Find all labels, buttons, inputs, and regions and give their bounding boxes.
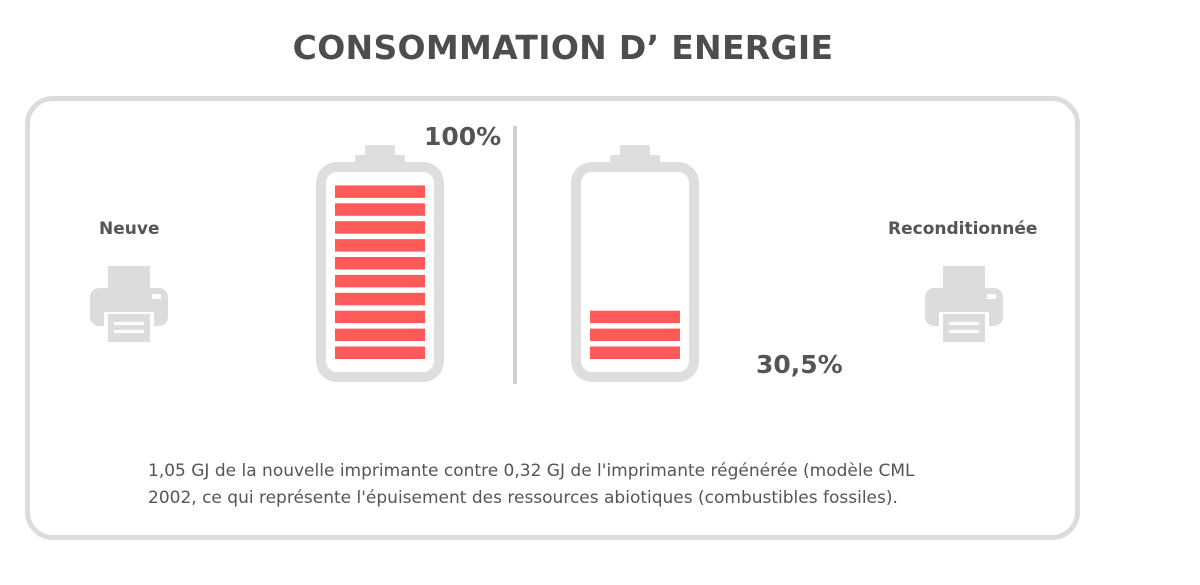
battery-refurbished-segment	[590, 310, 680, 324]
footnote: 1,05 GJ de la nouvelle imprimante contre…	[148, 458, 1028, 512]
comparison-card	[25, 96, 1080, 540]
battery-refurbished-segments	[590, 310, 680, 359]
battery-new-segment	[335, 221, 425, 234]
label-new: Neuve	[99, 219, 160, 239]
battery-new-segment	[335, 257, 425, 270]
battery-new	[316, 145, 444, 382]
footnote-line-1: 1,05 GJ de la nouvelle imprimante contre…	[148, 461, 915, 481]
battery-new-segment	[335, 310, 425, 324]
battery-new-segment	[335, 328, 425, 342]
battery-new-segment	[335, 274, 425, 288]
battery-new-segment	[335, 203, 425, 216]
battery-refurbished-segment	[590, 328, 680, 342]
battery-new-segment	[335, 292, 425, 306]
battery-new-segment	[335, 185, 425, 198]
footnote-line-2: 2002, ce qui représente l'épuisement des…	[148, 488, 898, 508]
label-refurbished: Reconditionnée	[888, 219, 1038, 239]
battery-refurbished-segment	[590, 346, 680, 359]
page-title: CONSOMMATION D’ ENERGIE	[292, 28, 834, 67]
battery-new-segment	[335, 239, 425, 252]
battery-new-segments	[335, 185, 425, 359]
battery-new-segment	[335, 346, 425, 359]
value-label-new: 100%	[424, 122, 502, 151]
divider	[513, 126, 517, 384]
printer-icon	[90, 266, 168, 342]
value-label-refurbished: 30,5%	[756, 350, 843, 379]
printer-icon	[925, 266, 1003, 342]
battery-refurbished	[571, 145, 699, 382]
